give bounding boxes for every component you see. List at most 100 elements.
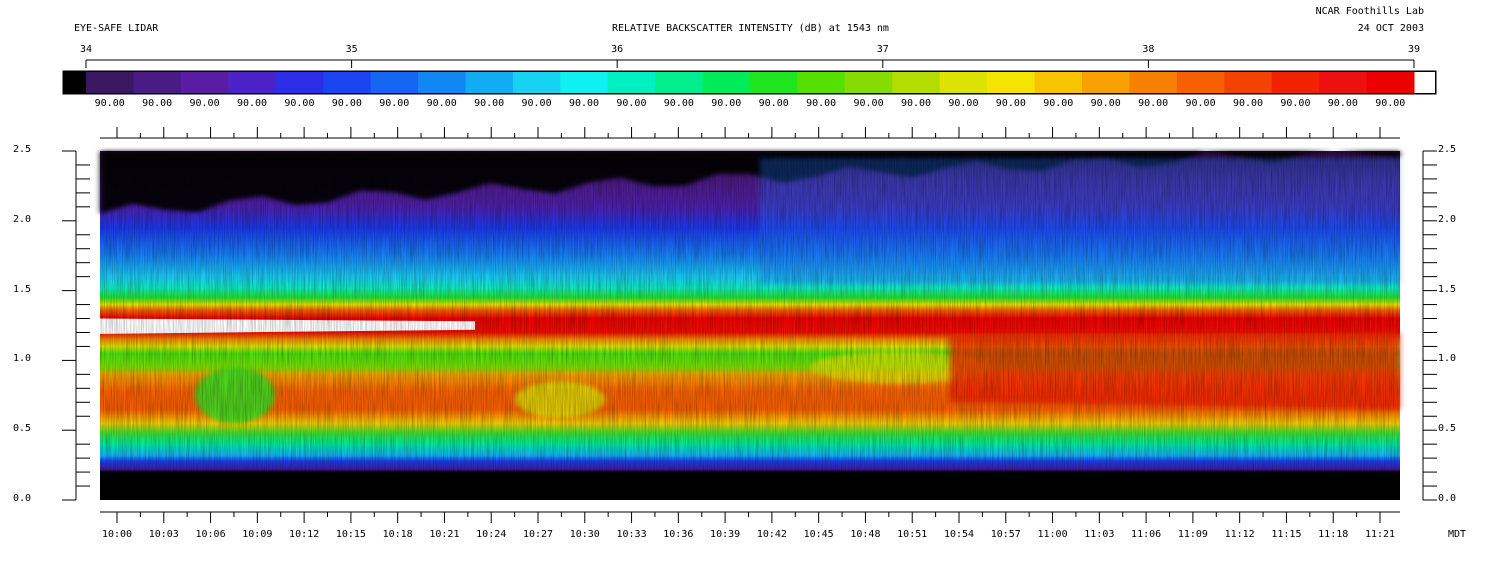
colorbar-value-label: 90.00: [900, 98, 932, 109]
x-tick-label: 10:48: [850, 529, 881, 540]
y-tick-label-left: 1.5: [13, 283, 32, 295]
x-tick-label: 10:18: [382, 529, 413, 540]
y-tick-label-left: 1.0: [13, 353, 32, 365]
colorbar-value-label: 90.00: [474, 98, 505, 109]
x-tick-label: 10:09: [242, 529, 273, 540]
colorbar-segment: [275, 72, 324, 93]
colorbar-value-label: 90.00: [711, 98, 742, 109]
y-tick-label-left: 0.5: [13, 423, 32, 435]
x-tick-label: 10:51: [897, 529, 928, 540]
colorbar-segment: [370, 72, 419, 93]
x-tick-label: 10:30: [569, 529, 600, 540]
colorbar-segment: [228, 72, 277, 93]
colorbar-segment: [1129, 72, 1178, 93]
y-tick-label-right: 1.5: [1438, 283, 1457, 295]
x-tick-label: 11:15: [1271, 529, 1302, 540]
colorbar-scale-label: 36: [611, 44, 624, 55]
colorbar-segment: [1224, 72, 1273, 93]
colorbar-value-label: 90.00: [236, 98, 268, 109]
colorbar-segment: [465, 72, 514, 93]
colorbar-value-label: 90.00: [1232, 98, 1264, 109]
colorbar-segment: [133, 72, 182, 93]
y-tick-label-right: 1.0: [1438, 353, 1457, 365]
colorbar-segment: [702, 72, 751, 93]
x-tick-label: 10:57: [990, 529, 1021, 540]
colorbar-value-label: 90.00: [1327, 98, 1358, 109]
colorbar-value-label: 90.00: [995, 98, 1026, 109]
colorbar-segment: [1034, 72, 1083, 93]
colorbar-segment: [560, 72, 609, 93]
x-tick-label: 11:06: [1131, 529, 1162, 540]
x-tick-label: 10:21: [429, 529, 460, 540]
colorbar-scale-label: 37: [876, 44, 889, 55]
x-tick-label: 10:39: [710, 529, 741, 540]
x-tick-label: 11:00: [1037, 529, 1068, 540]
colorbar-value-label: 90.00: [142, 98, 173, 109]
x-tick-label: 10:27: [522, 529, 554, 540]
colorbar-value-label: 90.00: [1185, 98, 1216, 109]
colorbar-segment: [86, 72, 134, 93]
y-tick-label-right: 2.5: [1438, 144, 1457, 155]
colorbar-value-label: 90.00: [1375, 98, 1406, 109]
x-tick-label: 11:12: [1224, 529, 1255, 540]
colorbar-value-label: 90.00: [521, 98, 552, 109]
colorbar-segment: [418, 72, 466, 93]
y-tick-label-right: 2.0: [1438, 213, 1457, 225]
colorbar-value-label: 90.00: [1090, 98, 1121, 109]
x-tick-label: 10:03: [148, 529, 179, 540]
date-label: 24 OCT 2003: [1357, 23, 1424, 34]
colorbar-segment: [939, 72, 988, 93]
colorbar-scale-label: 35: [345, 44, 358, 55]
y-tick-label-left: 0.0: [13, 493, 32, 504]
x-tick-label: 10:36: [663, 529, 694, 540]
texture-noise: [100, 151, 1400, 500]
chart-title: RELATIVE BACKSCATTER INTENSITY (dB) at 1…: [612, 23, 889, 34]
x-tick-label: 10:54: [943, 529, 975, 540]
colorbar-value-label: 90.00: [758, 98, 789, 109]
colorbar-segment: [512, 72, 561, 93]
x-tick-label: 10:24: [476, 529, 507, 540]
colorbar-value-label: 90.00: [94, 98, 125, 109]
colorbar-value-label: 90.00: [853, 98, 884, 109]
colorbar-value-label: 90.00: [426, 98, 457, 109]
colorbar-segment: [1271, 72, 1320, 93]
y-tick-label-right: 0.5: [1438, 423, 1457, 435]
colorbar-segment: [987, 72, 1036, 93]
colorbar-segment: [1082, 72, 1130, 93]
x-tick-label: 11:09: [1177, 529, 1208, 540]
colorbar-scale: [85, 59, 1415, 68]
colorbar-value-label: 90.00: [568, 98, 600, 109]
x-tick-label: 10:42: [756, 529, 787, 540]
colorbar-value-label: 90.00: [663, 98, 694, 109]
colorbar-segment: [323, 72, 372, 93]
x-tick-label: 11:21: [1364, 529, 1396, 540]
colorbar-scale-label: 34: [79, 44, 93, 55]
x-tick-label: 10:45: [803, 529, 834, 540]
colorbar-segment: [1319, 72, 1368, 93]
colorbar-segment: [750, 72, 798, 93]
x-tick-label: 10:06: [195, 529, 226, 540]
colorbar-value-label: 90.00: [379, 98, 410, 109]
colorbar-white-end: [1414, 72, 1435, 93]
colorbar-scale-label: 38: [1142, 44, 1155, 55]
colorbar-value-label: 90.00: [1280, 98, 1311, 109]
colorbar-segment: [1176, 72, 1225, 93]
x-axis-unit: MDT: [1448, 529, 1467, 540]
colorbar-segment: [655, 72, 704, 93]
colorbar-scale-label: 39: [1407, 44, 1421, 55]
colorbar-segment: [797, 72, 846, 93]
colorbar-segment: [607, 72, 656, 93]
x-tick-label: 10:15: [335, 529, 366, 540]
plot-area: [100, 151, 1400, 500]
colorbar: [62, 70, 1437, 95]
y-tick-label-left: 2.0: [13, 213, 32, 225]
x-tick-label: 11:18: [1318, 529, 1349, 540]
x-tick-label: 11:03: [1084, 529, 1115, 540]
colorbar-value-label: 90.00: [284, 98, 315, 109]
y-tick-label-left: 2.5: [13, 144, 32, 155]
colorbar-value-label: 90.00: [189, 98, 220, 109]
colorbar-value-label: 90.00: [1138, 98, 1169, 109]
x-tick-label: 10:12: [289, 529, 320, 540]
axes: [62, 127, 1437, 523]
